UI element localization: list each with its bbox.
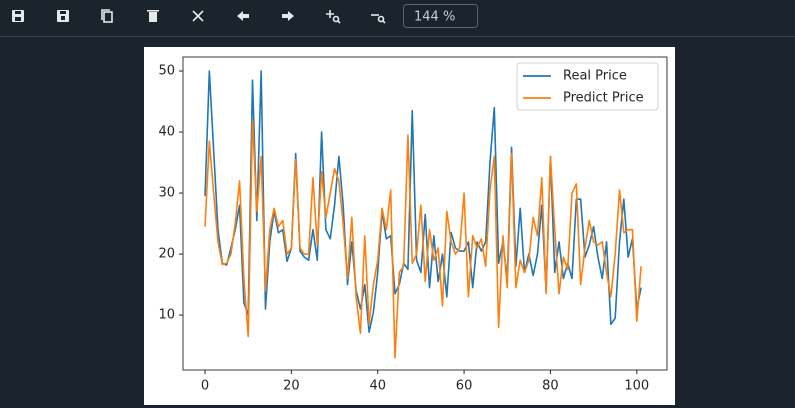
back-button[interactable] xyxy=(237,11,249,21)
zoom-out-button[interactable] xyxy=(371,14,386,24)
line-series xyxy=(204,119,642,359)
x-tick-label: 100 xyxy=(624,379,649,394)
save-button[interactable] xyxy=(12,10,24,22)
delete-button[interactable] xyxy=(147,10,159,22)
legend-label: Predict Price xyxy=(563,91,644,106)
y-tick-label: 50 xyxy=(158,64,175,79)
y-tick-label: 30 xyxy=(158,186,175,201)
x-tick-label: 0 xyxy=(201,379,209,394)
zoom-in-button[interactable] xyxy=(326,10,341,24)
legend-box xyxy=(516,62,659,111)
save-as-button[interactable] xyxy=(57,10,69,22)
zoom-field[interactable] xyxy=(403,4,478,28)
y-tick-label: 20 xyxy=(158,247,175,262)
toolbar: 144 % xyxy=(0,4,795,37)
y-tick-label: 10 xyxy=(158,308,175,323)
plot: 0 20 40 60 80 100 10 20 30 40 50 Real Price Predict … xyxy=(158,56,668,394)
x-tick-label: 60 xyxy=(456,379,473,394)
clear-button[interactable] xyxy=(192,10,204,22)
y-tick-label: 40 xyxy=(158,125,175,140)
legend-label: Real Price xyxy=(563,69,627,84)
x-tick-label: 40 xyxy=(369,379,386,394)
forward-button[interactable] xyxy=(282,11,294,21)
x-tick-label: 20 xyxy=(283,379,300,394)
zoom-value: 144 % xyxy=(414,10,455,25)
copy-button[interactable] xyxy=(101,9,113,23)
axes-frame xyxy=(182,56,668,371)
x-tick-label: 80 xyxy=(542,379,559,394)
